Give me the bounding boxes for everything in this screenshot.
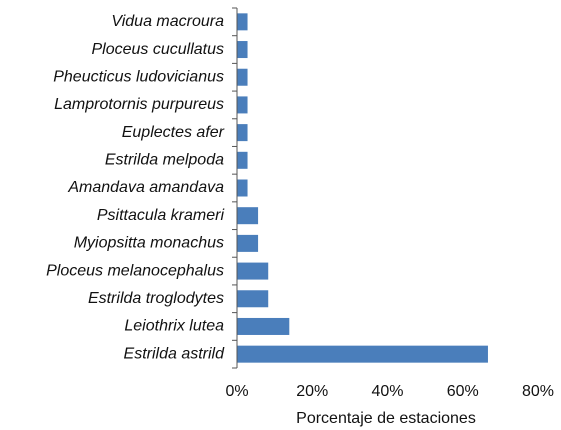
bar	[237, 345, 488, 363]
y-tick-label: Estrilda astrild	[124, 345, 226, 362]
y-tick-label: Euplectes afer	[122, 124, 225, 141]
y-tick-label: Psittacula krameri	[97, 207, 225, 224]
x-tick-label: 60%	[447, 383, 479, 400]
bar	[237, 96, 248, 114]
bar	[237, 41, 248, 59]
bar	[237, 262, 269, 280]
bar	[237, 13, 248, 31]
y-tick-label: Myiopsitta monachus	[74, 235, 224, 252]
y-tick-label: Ploceus cucullatus	[91, 41, 224, 58]
x-tick-label: 0%	[225, 383, 248, 400]
y-tick-label: Estrilda melpoda	[105, 152, 224, 169]
y-tick-label: Lamprotornis purpureus	[54, 96, 224, 113]
bar	[237, 68, 248, 86]
bar	[237, 290, 269, 308]
y-tick-label: Ploceus melanocephalus	[46, 262, 224, 279]
bar	[237, 179, 248, 197]
x-tick-label: 20%	[296, 383, 328, 400]
y-tick-label: Pheucticus ludovicianus	[53, 68, 224, 85]
x-tick-label: 40%	[371, 383, 403, 400]
bar	[237, 207, 259, 225]
y-tick-label: Estrilda troglodytes	[88, 290, 224, 307]
bar	[237, 317, 290, 335]
y-tick-label: Leiothrix lutea	[124, 318, 224, 335]
y-tick-label: Amandava amandava	[67, 179, 224, 196]
bar	[237, 151, 248, 169]
x-tick-label: 80%	[522, 383, 554, 400]
x-axis-label: Porcentaje de estaciones	[296, 410, 476, 427]
bar	[237, 234, 259, 252]
bar	[237, 124, 248, 142]
y-tick-label: Vidua macroura	[111, 13, 224, 30]
